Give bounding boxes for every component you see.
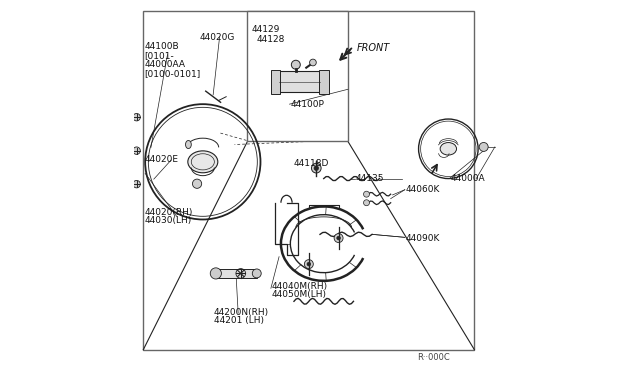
Text: [0101-: [0101- — [145, 51, 174, 60]
Text: 44128: 44128 — [257, 35, 285, 44]
Circle shape — [133, 147, 140, 154]
Text: 44050M(LH): 44050M(LH) — [271, 290, 326, 299]
Circle shape — [334, 234, 343, 243]
Text: 44060K: 44060K — [406, 185, 440, 194]
Text: 44000AA: 44000AA — [145, 60, 186, 69]
Text: 44118D: 44118D — [294, 159, 330, 168]
Text: 44020E: 44020E — [145, 155, 179, 164]
Bar — [143, 11, 474, 350]
Ellipse shape — [188, 151, 218, 173]
Circle shape — [133, 113, 140, 121]
Text: [0100-0101]: [0100-0101] — [145, 69, 201, 78]
Ellipse shape — [440, 142, 456, 155]
Text: 44201 (LH): 44201 (LH) — [214, 316, 264, 325]
Circle shape — [337, 236, 340, 240]
Text: FRONT: FRONT — [357, 44, 390, 53]
Text: 44040M(RH): 44040M(RH) — [271, 282, 328, 291]
Bar — [271, 70, 280, 94]
Circle shape — [305, 260, 314, 269]
Text: 44135: 44135 — [355, 174, 384, 183]
Circle shape — [193, 179, 202, 188]
Circle shape — [479, 142, 488, 151]
Circle shape — [252, 269, 261, 278]
Circle shape — [310, 59, 316, 66]
Text: 44000A: 44000A — [450, 174, 485, 183]
Bar — [216, 269, 257, 278]
Circle shape — [364, 191, 369, 197]
Circle shape — [312, 163, 321, 173]
Circle shape — [314, 166, 319, 170]
Text: 44030(LH): 44030(LH) — [145, 216, 191, 225]
Circle shape — [364, 200, 369, 206]
Text: 44129: 44129 — [251, 25, 280, 34]
Bar — [279, 71, 320, 92]
Text: 44090K: 44090K — [406, 234, 440, 243]
Circle shape — [291, 60, 300, 69]
Text: 44200N(RH): 44200N(RH) — [214, 308, 269, 317]
Bar — [319, 70, 328, 94]
Circle shape — [133, 180, 140, 188]
Text: 44100B: 44100B — [145, 42, 179, 51]
Ellipse shape — [186, 141, 191, 148]
Bar — [248, 11, 348, 141]
Text: 44020(RH): 44020(RH) — [145, 208, 193, 217]
Circle shape — [211, 268, 221, 279]
Circle shape — [307, 262, 310, 266]
Text: 44020G: 44020G — [199, 33, 234, 42]
Text: 44100P: 44100P — [291, 100, 324, 109]
Text: R··000C: R··000C — [417, 353, 449, 362]
